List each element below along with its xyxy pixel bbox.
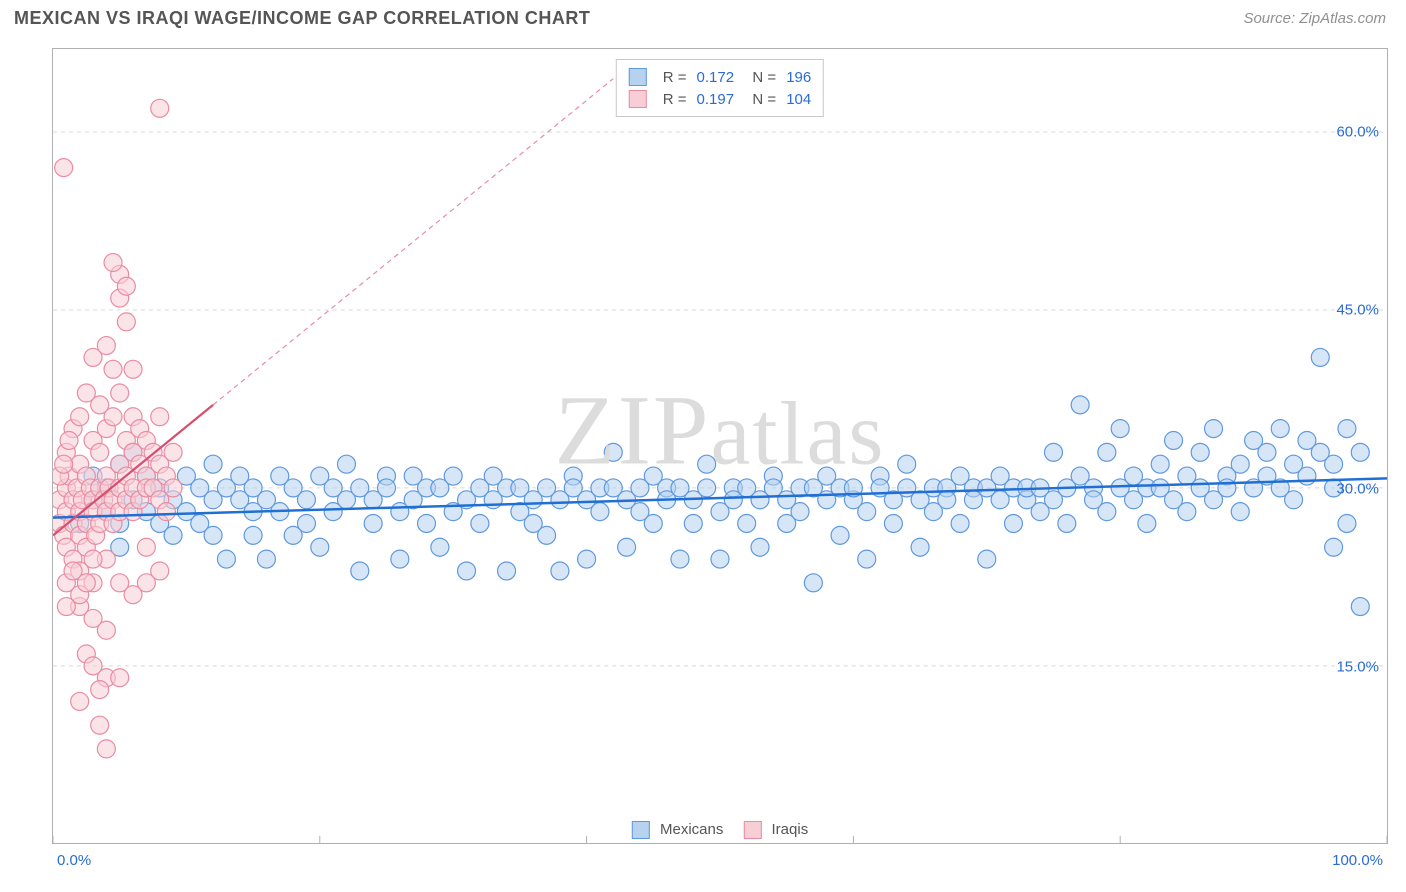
n-value-mexicans: 196 — [786, 69, 811, 86]
legend-item-iraqis: Iraqis — [743, 821, 808, 839]
r-value-mexicans: 0.172 — [697, 69, 735, 86]
r-label: R = — [663, 69, 687, 86]
legend-bottom: Mexicans Iraqis — [632, 821, 808, 839]
y-tick-label: 60.0% — [1336, 124, 1379, 141]
source-label: Source: ZipAtlas.com — [1243, 10, 1386, 27]
chart-title: MEXICAN VS IRAQI WAGE/INCOME GAP CORRELA… — [14, 8, 590, 29]
stats-swatch-mexicans — [629, 68, 647, 86]
stats-row-mexicans: R = 0.172 N = 196 — [629, 66, 811, 88]
y-tick-label: 15.0% — [1336, 658, 1379, 675]
y-tick-label: 45.0% — [1336, 302, 1379, 319]
y-tick-label: 30.0% — [1336, 480, 1379, 497]
stats-swatch-iraqis — [629, 90, 647, 108]
stats-legend: R = 0.172 N = 196 R = 0.197 N = 104 — [616, 59, 824, 117]
legend-label-iraqis: Iraqis — [772, 821, 809, 838]
scatter-plot — [53, 49, 1387, 844]
x-tick-label: 100.0% — [1332, 852, 1383, 869]
n-label: N = — [744, 69, 776, 86]
legend-item-mexicans: Mexicans — [632, 821, 724, 839]
r-label: R = — [663, 91, 687, 108]
legend-swatch-mexicans — [632, 821, 650, 839]
r-value-iraqis: 0.197 — [697, 91, 735, 108]
x-tick-label: 0.0% — [57, 852, 91, 869]
n-value-iraqis: 104 — [786, 91, 811, 108]
legend-label-mexicans: Mexicans — [660, 821, 723, 838]
n-label: N = — [744, 91, 776, 108]
stats-row-iraqis: R = 0.197 N = 104 — [629, 88, 811, 110]
legend-swatch-iraqis — [743, 821, 761, 839]
chart-container: ZIPatlas R = 0.172 N = 196 R = 0.197 N =… — [52, 48, 1388, 844]
